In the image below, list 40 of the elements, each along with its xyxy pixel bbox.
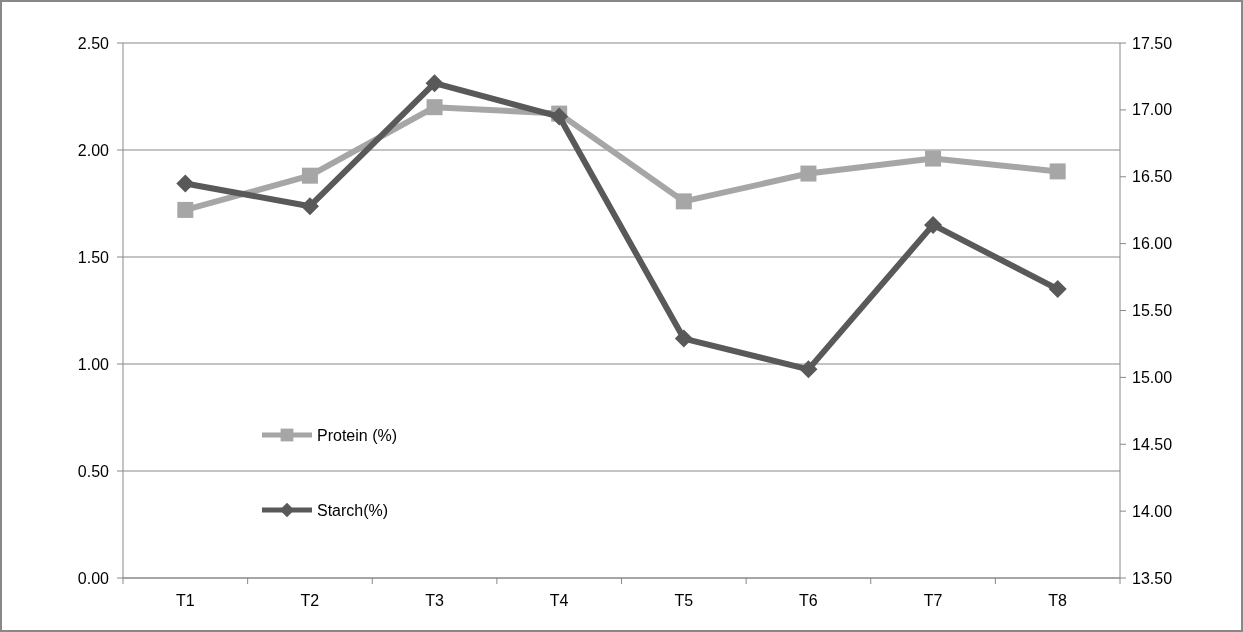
point — [300, 197, 319, 216]
x-tick-label: T5 — [674, 592, 694, 609]
y2-tick-label: 16.00 — [1132, 235, 1173, 253]
x-tick-label: T4 — [549, 592, 569, 609]
point — [1049, 163, 1066, 180]
y-tick-label: 0.00 — [77, 569, 110, 587]
y2-tick-label: 14.50 — [1132, 435, 1173, 453]
point — [675, 193, 692, 210]
point — [924, 215, 943, 234]
x-tick-label: T1 — [175, 592, 195, 609]
point — [176, 174, 195, 193]
y-tick-label: 2.50 — [77, 34, 110, 52]
point — [301, 167, 318, 184]
y2-tick-label: 17.50 — [1132, 34, 1173, 52]
x-tick-label: T8 — [1048, 592, 1068, 609]
legend-label: Starch(%) — [317, 501, 389, 519]
point — [426, 99, 443, 116]
y-tick-label: 2.00 — [77, 141, 110, 159]
x-tick-label: T7 — [923, 592, 943, 609]
point — [425, 74, 444, 93]
x-tick-label: T2 — [300, 592, 320, 609]
y-tick-label: 1.00 — [77, 355, 110, 373]
y2-tick-label: 17.00 — [1132, 101, 1173, 119]
legend-label: Protein (%) — [317, 426, 398, 444]
point — [925, 150, 942, 167]
y2-tick-label: 15.00 — [1132, 368, 1173, 386]
y-tick-label: 1.50 — [77, 248, 110, 266]
y2-tick-label: 14.00 — [1132, 502, 1173, 520]
x-tick-label: T6 — [799, 592, 818, 609]
point — [1048, 280, 1067, 299]
y-tick-label: 0.50 — [77, 462, 110, 480]
point — [674, 329, 693, 348]
y2-tick-label: 13.50 — [1132, 569, 1173, 587]
point — [550, 107, 569, 126]
point — [800, 165, 817, 182]
y2-tick-label: 16.50 — [1132, 168, 1173, 186]
x-tick-label: T3 — [425, 592, 444, 609]
y2-tick-label: 15.50 — [1132, 302, 1173, 320]
point — [799, 360, 818, 379]
point — [177, 201, 194, 218]
